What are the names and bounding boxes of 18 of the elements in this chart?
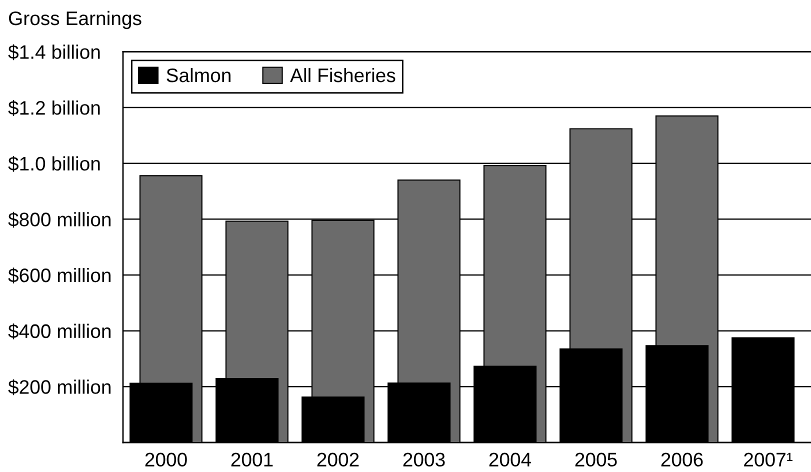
y-tick-label: $200 million [8, 379, 110, 396]
x-tick-label: 2002 [317, 452, 359, 467]
x-tick-label: 2001 [231, 452, 273, 467]
x-tick-label: 2004 [489, 452, 532, 467]
legend-label: Salmon [166, 68, 230, 82]
legend-label: All Fisheries [290, 68, 396, 82]
y-tick-label: $1.0 billion [8, 156, 100, 172]
x-tick-label: 2006 [661, 452, 703, 467]
y-tick-label: $400 million [8, 323, 110, 340]
x-tick-label: 2005 [575, 452, 617, 467]
x-tick-label: 2007¹ [744, 452, 792, 467]
y-tick-label: $1.2 billion [8, 100, 100, 116]
y-tick-label: $800 million [8, 212, 110, 228]
y-tick-label: $1.4 billion [8, 44, 100, 60]
y-axis-title: Gross Earnings [8, 10, 142, 30]
y-tick-label: $600 million [8, 268, 110, 284]
x-tick-label: 2003 [403, 452, 445, 467]
x-tick-label: 2000 [145, 452, 187, 467]
